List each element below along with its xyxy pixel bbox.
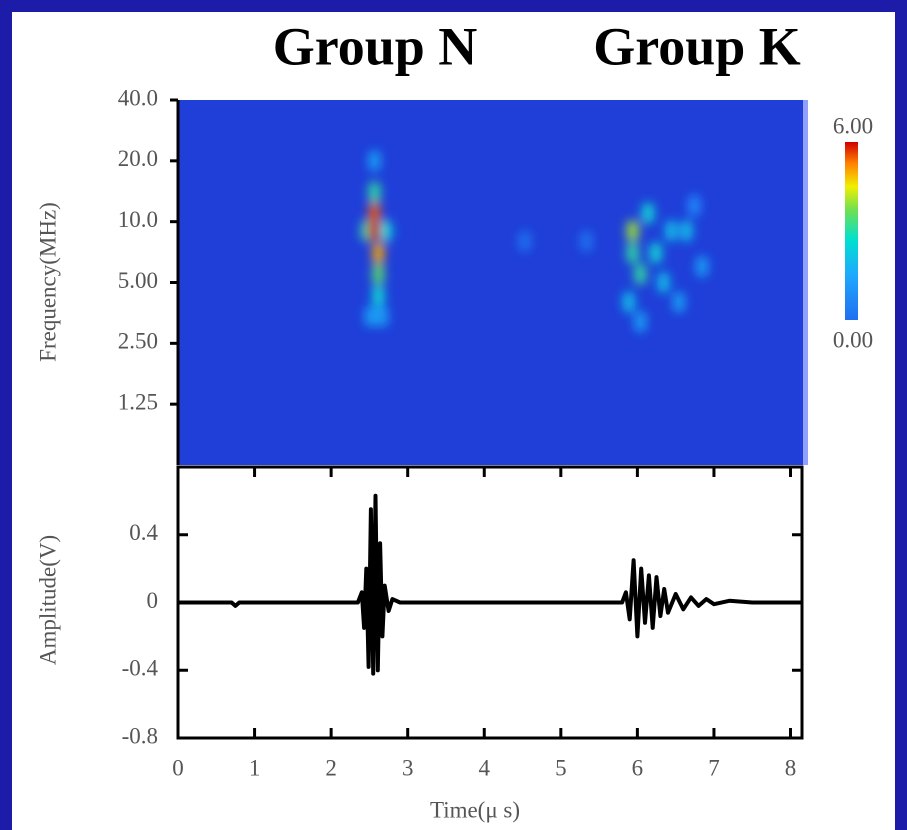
heatmap-cell <box>364 305 377 327</box>
y-tick-label: 0.4 <box>129 520 158 545</box>
x-tick-label: 7 <box>708 755 720 780</box>
heatmap-cell <box>379 220 393 242</box>
x-tick-label: 8 <box>785 755 797 780</box>
heatmap-cell <box>580 230 593 252</box>
y-tick-label: -0.8 <box>122 723 158 748</box>
x-tick-label: 0 <box>172 755 184 780</box>
heatmap-cell <box>368 150 381 172</box>
annotation: Group K <box>593 16 801 76</box>
waveform <box>178 493 802 676</box>
heatmap-cell <box>634 263 647 285</box>
heatmap-cell <box>372 242 385 264</box>
y-tick-label: -0.4 <box>122 656 159 681</box>
annotation: Group N <box>273 16 478 76</box>
x-tick-label: 2 <box>325 755 337 780</box>
heatmap-cell <box>622 291 635 313</box>
colorbar-label: 6.00 <box>833 113 873 138</box>
heatmap-cells <box>360 150 709 333</box>
heatmap-cell <box>372 263 385 285</box>
plot-edge <box>803 100 808 465</box>
x-tick-label: 3 <box>402 755 414 780</box>
heatmap-cell <box>695 255 709 278</box>
heatmap-cell <box>680 220 693 242</box>
y-tick-label: 40.0 <box>118 85 158 110</box>
x-tick-label: 5 <box>555 755 567 780</box>
heatmap-cell <box>688 195 701 217</box>
heatmap-cell <box>664 220 678 242</box>
heatmap-cell <box>657 271 670 294</box>
x-tick-label: 1 <box>249 755 261 780</box>
heatmap-cell <box>672 291 686 313</box>
heatmap-cell <box>634 311 647 333</box>
heatmap-cell <box>368 202 381 224</box>
heatmap-cell <box>368 220 381 242</box>
x-tick-label: 4 <box>479 755 491 780</box>
x-axis-label: Time(μ s) <box>430 797 520 822</box>
y-tick-label: 5.00 <box>118 268 158 293</box>
heatmap-cell <box>368 181 381 203</box>
heatmap-cell <box>376 305 389 327</box>
colorbar-label: 0.00 <box>833 327 873 352</box>
heatmap-cell <box>649 242 662 264</box>
heatmap-cell <box>626 220 639 242</box>
heatmap-cell <box>372 285 385 307</box>
y-axis-label: Frequency(MHz) <box>35 202 60 362</box>
y-axis-label: Amplitude(V) <box>35 535 60 665</box>
y-tick-label: 2.50 <box>118 329 158 354</box>
y-tick-label: 20.0 <box>118 146 158 171</box>
x-tick-label: 6 <box>632 755 644 780</box>
heatmap-cell <box>626 242 639 264</box>
heatmap-cell <box>641 202 655 224</box>
y-tick-label: 0 <box>147 588 159 613</box>
plot-background <box>178 100 806 465</box>
y-tick-label: 10.0 <box>118 207 158 232</box>
y-tick-label: 1.25 <box>118 389 158 414</box>
heatmap-cell <box>518 230 531 252</box>
colorbar <box>845 142 858 320</box>
